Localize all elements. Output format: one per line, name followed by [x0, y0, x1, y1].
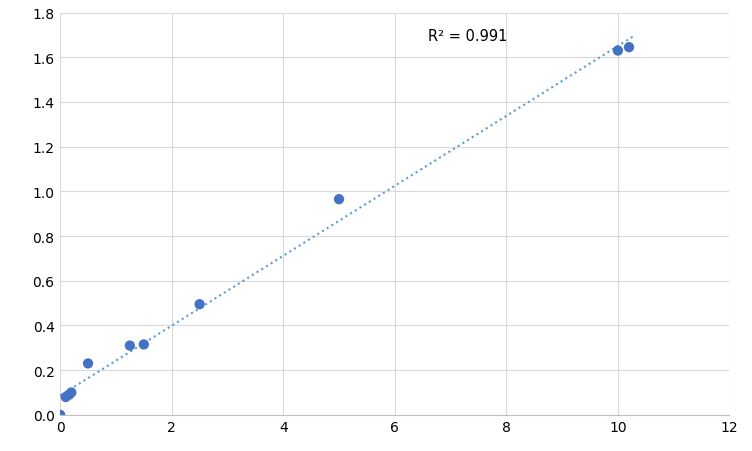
Point [623, 45, 635, 52]
Point [124, 342, 136, 350]
Point [82, 360, 94, 367]
Point [138, 341, 150, 348]
Point [54, 411, 66, 419]
Point [65, 389, 77, 396]
Point [612, 48, 624, 55]
Text: R² = 0.991: R² = 0.991 [428, 29, 508, 44]
Point [63, 391, 75, 399]
Point [193, 301, 205, 308]
Point [59, 393, 71, 400]
Point [333, 196, 345, 203]
